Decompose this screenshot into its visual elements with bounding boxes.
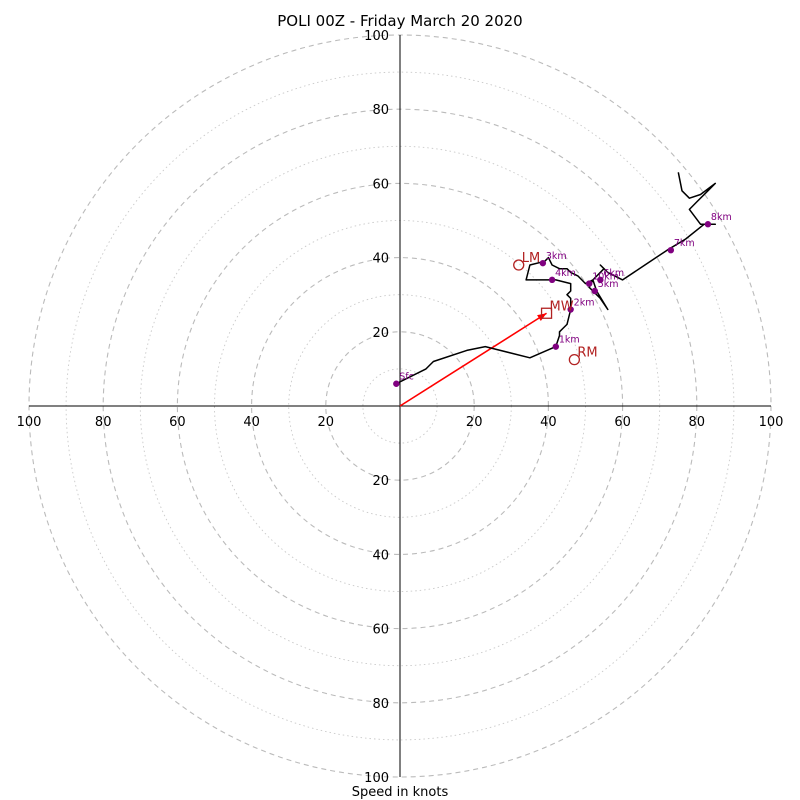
height-marker: 7km xyxy=(667,238,695,254)
y-tick-label: 20 xyxy=(372,326,389,341)
y-tick-label: 60 xyxy=(372,177,389,192)
y-tick-label: 40 xyxy=(372,548,389,563)
height-marker-dot xyxy=(539,259,547,267)
height-marker: 8km xyxy=(704,212,732,228)
y-tick-label: 40 xyxy=(372,252,389,267)
height-marker-dot xyxy=(393,380,400,387)
y-tick-label: 80 xyxy=(372,697,389,712)
height-marker: Sfc xyxy=(393,372,414,387)
chart-title: POLI 00Z - Friday March 20 2020 xyxy=(277,12,522,30)
y-tick-label: 80 xyxy=(372,103,389,118)
height-marker-label: 1km xyxy=(559,335,580,346)
storm-motion-label: MW xyxy=(550,299,574,314)
x-tick-label: 20 xyxy=(466,415,483,430)
height-marker-dot xyxy=(591,287,598,295)
storm-motion-circle xyxy=(513,259,525,271)
x-tick-label: 100 xyxy=(17,415,42,430)
x-tick-label: 80 xyxy=(689,415,706,430)
x-tick-label: 40 xyxy=(243,415,260,430)
y-tick-label: 100 xyxy=(364,771,389,786)
height-marker-dot xyxy=(552,343,560,350)
height-marker-label: Sfc xyxy=(399,372,414,383)
height-marker-dot xyxy=(704,221,712,228)
height-marker-label: 2km xyxy=(574,298,595,309)
x-tick-label: 40 xyxy=(540,415,557,430)
height-marker: 2km xyxy=(567,298,594,313)
height-marker-dot xyxy=(586,280,593,287)
x-tick-label: 20 xyxy=(318,415,335,430)
height-marker-dot xyxy=(597,276,604,284)
height-marker-dot xyxy=(548,276,556,284)
height-marker: 3km xyxy=(539,251,567,267)
y-tick-label: 20 xyxy=(372,474,389,489)
height-marker-label: 10km xyxy=(592,272,619,283)
storm-motion-label: RM xyxy=(577,346,597,361)
storm-motion-marker: MW xyxy=(540,299,574,319)
tick-labels: 100 80 60 40 20 20 40 60 80 100 100 80 60 40 20 20 40 60 8… xyxy=(17,29,784,786)
y-tick-label: 60 xyxy=(372,623,389,638)
storm-motion-square xyxy=(540,307,553,319)
height-marker-label: 5km xyxy=(598,279,619,290)
height-marker: 1km xyxy=(552,335,580,350)
y-tick-label: 100 xyxy=(364,29,389,44)
shear-vector-line xyxy=(399,312,547,407)
height-marker: 4km xyxy=(548,268,576,284)
height-marker-label: 8km xyxy=(711,212,732,223)
height-marker: 6km xyxy=(597,268,624,284)
height-marker-label: 3km xyxy=(546,251,567,262)
x-tick-label: 60 xyxy=(169,415,186,430)
storm-motion-circle xyxy=(568,353,581,366)
height-marker: 10km xyxy=(586,272,619,287)
x-axis-label: Speed in knots xyxy=(352,785,449,800)
height-marker-label: 6km xyxy=(603,268,624,279)
height-marker-dot xyxy=(667,246,675,254)
storm-motion-markers: LM RM MW xyxy=(513,251,598,366)
x-tick-label: 60 xyxy=(614,415,631,430)
storm-motion-marker: RM xyxy=(568,346,598,366)
height-marker-label: 4km xyxy=(555,268,576,279)
storm-motion-label: LM xyxy=(522,251,540,266)
storm-motion-marker: LM xyxy=(513,251,540,271)
height-marker-dot xyxy=(567,306,574,313)
height-marker: 5km xyxy=(591,279,619,295)
height-marker-label: 7km xyxy=(674,238,695,249)
x-tick-label: 80 xyxy=(95,415,112,430)
x-tick-label: 100 xyxy=(759,415,784,430)
